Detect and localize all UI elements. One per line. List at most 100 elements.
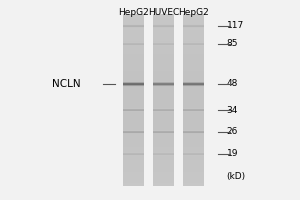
Bar [183, 99, 204, 100]
Bar [183, 144, 204, 146]
Bar [153, 87, 174, 89]
Bar [153, 142, 174, 143]
Bar [183, 136, 204, 137]
Bar [153, 99, 174, 100]
Bar [183, 101, 204, 103]
Bar [183, 91, 204, 93]
Bar [153, 34, 174, 36]
Bar [183, 27, 204, 28]
Bar [153, 41, 174, 43]
Bar [183, 183, 204, 185]
Bar [183, 43, 204, 44]
Bar [153, 91, 174, 93]
Bar [123, 131, 144, 132]
Bar [183, 44, 204, 45]
Bar [183, 133, 204, 134]
Bar [123, 123, 144, 125]
Bar [153, 107, 174, 109]
Text: HepG2: HepG2 [178, 8, 209, 17]
Bar [123, 89, 144, 90]
Bar [123, 87, 144, 89]
Bar [153, 124, 174, 126]
Bar [153, 170, 174, 172]
Bar [123, 27, 144, 29]
Bar [183, 137, 204, 139]
Bar [183, 42, 204, 43]
Bar [183, 70, 204, 72]
Bar [123, 81, 144, 82]
Bar [153, 20, 174, 21]
Bar [153, 144, 174, 146]
Bar [183, 82, 204, 83]
Bar [183, 85, 204, 86]
Bar [183, 57, 204, 59]
Bar [153, 82, 174, 83]
Bar [123, 101, 144, 103]
Bar [183, 154, 204, 155]
Bar [153, 83, 174, 84]
Bar [153, 23, 174, 24]
Bar [123, 83, 144, 84]
Bar [183, 130, 204, 132]
Bar [123, 83, 144, 84]
Bar [153, 57, 174, 59]
Bar [183, 164, 204, 166]
Bar [123, 38, 144, 40]
Bar [183, 51, 204, 53]
Bar [183, 68, 204, 70]
Bar [183, 45, 204, 46]
Bar [153, 84, 174, 86]
Bar [153, 129, 174, 130]
Bar [153, 73, 174, 74]
Bar [153, 147, 174, 149]
Bar [153, 27, 174, 28]
Bar [183, 78, 204, 80]
Bar [183, 150, 204, 152]
Bar [123, 14, 144, 16]
Bar [123, 57, 144, 59]
Bar [153, 139, 174, 140]
Bar [183, 111, 204, 112]
Bar [123, 153, 144, 154]
Bar [183, 77, 204, 79]
Bar [183, 126, 204, 127]
Bar [153, 162, 174, 163]
Bar [183, 61, 204, 63]
Bar [183, 17, 204, 19]
Bar [183, 119, 204, 120]
Bar [123, 110, 144, 111]
Bar [183, 24, 204, 26]
Bar [183, 36, 204, 37]
Bar [153, 80, 174, 82]
Bar [153, 15, 174, 17]
Bar [153, 36, 174, 37]
Bar [153, 172, 174, 173]
Bar [123, 93, 144, 94]
Bar [153, 18, 174, 20]
Bar [153, 81, 174, 83]
Bar [183, 84, 204, 85]
Bar [123, 71, 144, 73]
Bar [183, 152, 204, 153]
Bar [123, 109, 144, 110]
Bar [153, 169, 174, 170]
Bar [123, 74, 144, 76]
Bar [153, 133, 174, 134]
Bar [123, 100, 144, 102]
Bar [183, 54, 204, 56]
Bar [123, 26, 144, 27]
Bar [153, 119, 174, 120]
Bar [123, 152, 144, 153]
Bar [123, 134, 144, 136]
Bar [153, 175, 174, 176]
Bar [123, 182, 144, 183]
Bar [123, 26, 144, 27]
Bar [123, 108, 144, 109]
Bar [183, 25, 204, 27]
Bar [123, 24, 144, 26]
Bar [153, 81, 174, 82]
Bar [123, 179, 144, 180]
Bar [153, 150, 174, 152]
Bar [153, 154, 174, 155]
Bar [123, 64, 144, 66]
